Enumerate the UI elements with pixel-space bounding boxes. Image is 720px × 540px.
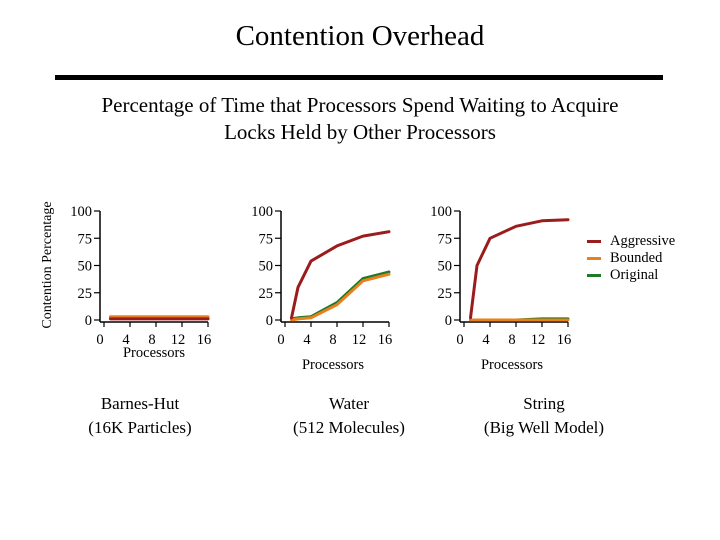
x-tick-label-string: 4 [482,332,490,348]
x-tick-label-string: 12 [531,332,546,348]
y-tick-label-string: 25 [438,286,453,302]
chart-subtitle-line-2: Locks Held by Other Processors [224,120,496,144]
legend-swatch-original [587,274,601,277]
caption-string: String (Big Well Model) [444,392,644,440]
x-tick-label-string: 16 [557,332,572,348]
y-tick-label-barnes-hut: 25 [78,286,93,302]
y-tick-label-water: 100 [251,204,273,220]
caption-water-line-2: (512 Molecules) [293,418,405,437]
caption-barnes-hut-line-2: (16K Particles) [88,418,192,437]
y-tick-label-string: 75 [438,231,453,247]
series-line-aggressive-string [469,218,570,320]
chart-string: 0 25 50 75 100 0 4 8 12 16 Processors [430,204,571,373]
y-tick-label-water: 0 [266,313,273,329]
legend-label-bounded: Bounded [610,250,663,266]
caption-barnes-hut: Barnes-Hut (16K Particles) [40,392,240,440]
caption-barnes-hut-line-1: Barnes-Hut [100,394,180,413]
x-tick-label-string: 8 [508,332,515,348]
y-tick-label-barnes-hut: 0 [85,313,92,329]
x-tick-label-water: 0 [277,332,284,348]
y-tick-label-barnes-hut: 50 [78,259,93,275]
x-tick-label-barnes-hut: 16 [197,332,212,348]
title-divider [55,75,663,80]
chart-water: 0 25 50 75 100 0 4 8 12 16 Processors [251,204,392,373]
legend-label-original: Original [610,267,659,283]
y-tick-label-barnes-hut: 75 [78,231,93,247]
caption-string-line-1: String [523,394,565,413]
x-tick-label-barnes-hut: 4 [122,332,130,348]
x-tick-label-barnes-hut: 8 [148,332,155,348]
legend-swatch-bounded [587,257,601,260]
x-axis-label-barnes-hut: Processors [123,345,185,361]
x-tick-label-string: 0 [456,332,463,348]
chart-barnes-hut: 0 25 50 75 100 0 4 8 12 16 Processors [70,204,211,361]
caption-string-line-2: (Big Well Model) [483,418,605,437]
legend-swatch-aggressive [587,240,601,243]
page-title: Contention Overhead [235,20,485,52]
y-tick-label-water: 50 [259,259,274,275]
series-line-aggressive-water [290,230,391,320]
y-tick-label-string: 0 [445,313,452,329]
x-tick-label-barnes-hut: 12 [171,332,186,348]
x-tick-label-water: 8 [329,332,336,348]
y-tick-label-barnes-hut: 100 [70,204,92,220]
x-tick-label-water: 12 [352,332,367,348]
caption-water-line-1: Water [328,394,370,413]
x-tick-label-water: 16 [378,332,393,348]
y-tick-label-string: 50 [438,259,453,275]
caption-water: Water (512 Molecules) [249,392,449,440]
y-tick-label-water: 25 [259,286,274,302]
y-tick-label-water: 75 [259,231,274,247]
x-axis-label-string: Processors [481,357,543,373]
x-tick-label-barnes-hut: 0 [96,332,103,348]
x-tick-label-water: 4 [303,332,311,348]
legend-label-aggressive: Aggressive [610,233,676,249]
y-tick-label-string: 100 [430,204,452,220]
chart-subtitle-line-1: Percentage of Time that Processors Spend… [101,93,619,117]
x-axis-label-water: Processors [302,357,364,373]
series-line-bounded-water [290,272,391,322]
